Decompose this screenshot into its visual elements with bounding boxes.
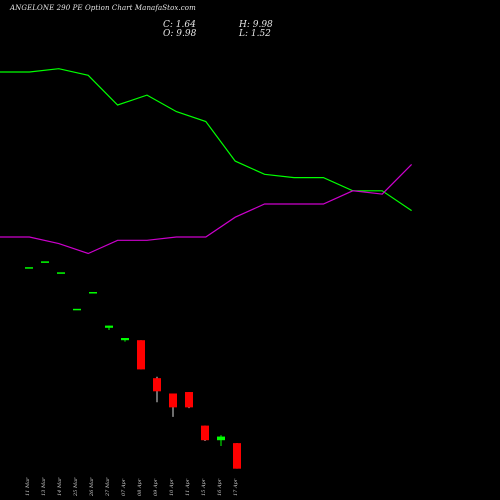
low-value: L: 1.52	[239, 29, 271, 39]
x-tick-label: 11 Apr	[185, 478, 191, 496]
candle-body	[169, 393, 177, 408]
candle-body	[121, 338, 129, 341]
candle-11-mar	[25, 267, 33, 269]
x-tick-label: 16 Apr	[217, 478, 223, 496]
candle-body	[217, 436, 225, 441]
candle-body	[185, 392, 193, 408]
x-tick-label: 14 Mar	[57, 477, 63, 496]
x-tick-label: 10 Apr	[169, 478, 175, 496]
candle-11-apr	[185, 392, 193, 409]
candle-27-mar	[105, 325, 113, 330]
x-tick-label: 26 Mar	[89, 477, 95, 497]
x-tick-label: 13 Mar	[41, 477, 47, 496]
candle-body	[105, 325, 113, 328]
candle-body	[201, 425, 209, 441]
high-value: H: 9.98	[239, 20, 273, 30]
candle-10-apr	[169, 393, 177, 417]
x-axis: 11 Mar 13 Mar 14 Mar 25 Mar 26 Mar 27 Mar 07 A…	[25, 477, 239, 497]
candle-08-apr	[137, 340, 145, 370]
candle-body	[25, 267, 33, 269]
close-value: C: 1.64	[163, 20, 196, 30]
x-tick-label: 07 Apr	[121, 478, 127, 496]
candle-17-apr	[233, 443, 241, 469]
overlay-line-2	[0, 163, 413, 255]
x-tick-label: 27 Mar	[105, 477, 111, 497]
candle-body	[153, 378, 161, 392]
x-tick-label: 09 Apr	[153, 478, 159, 496]
candle-25-mar	[73, 308, 81, 311]
x-tick-label: 15 Apr	[201, 478, 207, 496]
candle-26-mar	[89, 292, 97, 294]
overlay-line-1	[0, 68, 412, 212]
open-value: O: 9.98	[163, 29, 197, 39]
candle-15-apr	[201, 425, 209, 441]
candle-14-mar	[57, 272, 65, 274]
candle-body	[57, 272, 65, 274]
x-tick-label: 08 Apr	[137, 478, 143, 496]
candle-body	[41, 261, 49, 263]
candle-body	[137, 340, 145, 370]
x-tick-label: 25 Mar	[73, 477, 79, 497]
candle-13-mar	[41, 261, 49, 263]
candle-body	[73, 308, 81, 311]
candle-body	[89, 292, 97, 294]
overlay-lines	[0, 68, 413, 255]
x-tick-label: 11 Mar	[25, 477, 31, 496]
chart-title: ANGELONE 290 PE Option Chart ManafaStox.…	[10, 4, 196, 12]
candles	[25, 261, 241, 469]
candle-09-apr	[153, 376, 161, 403]
candle-07-apr	[121, 338, 129, 342]
candle-body	[233, 443, 241, 469]
candle-16-apr	[217, 435, 225, 447]
x-tick-label: 17 Apr	[233, 478, 239, 496]
